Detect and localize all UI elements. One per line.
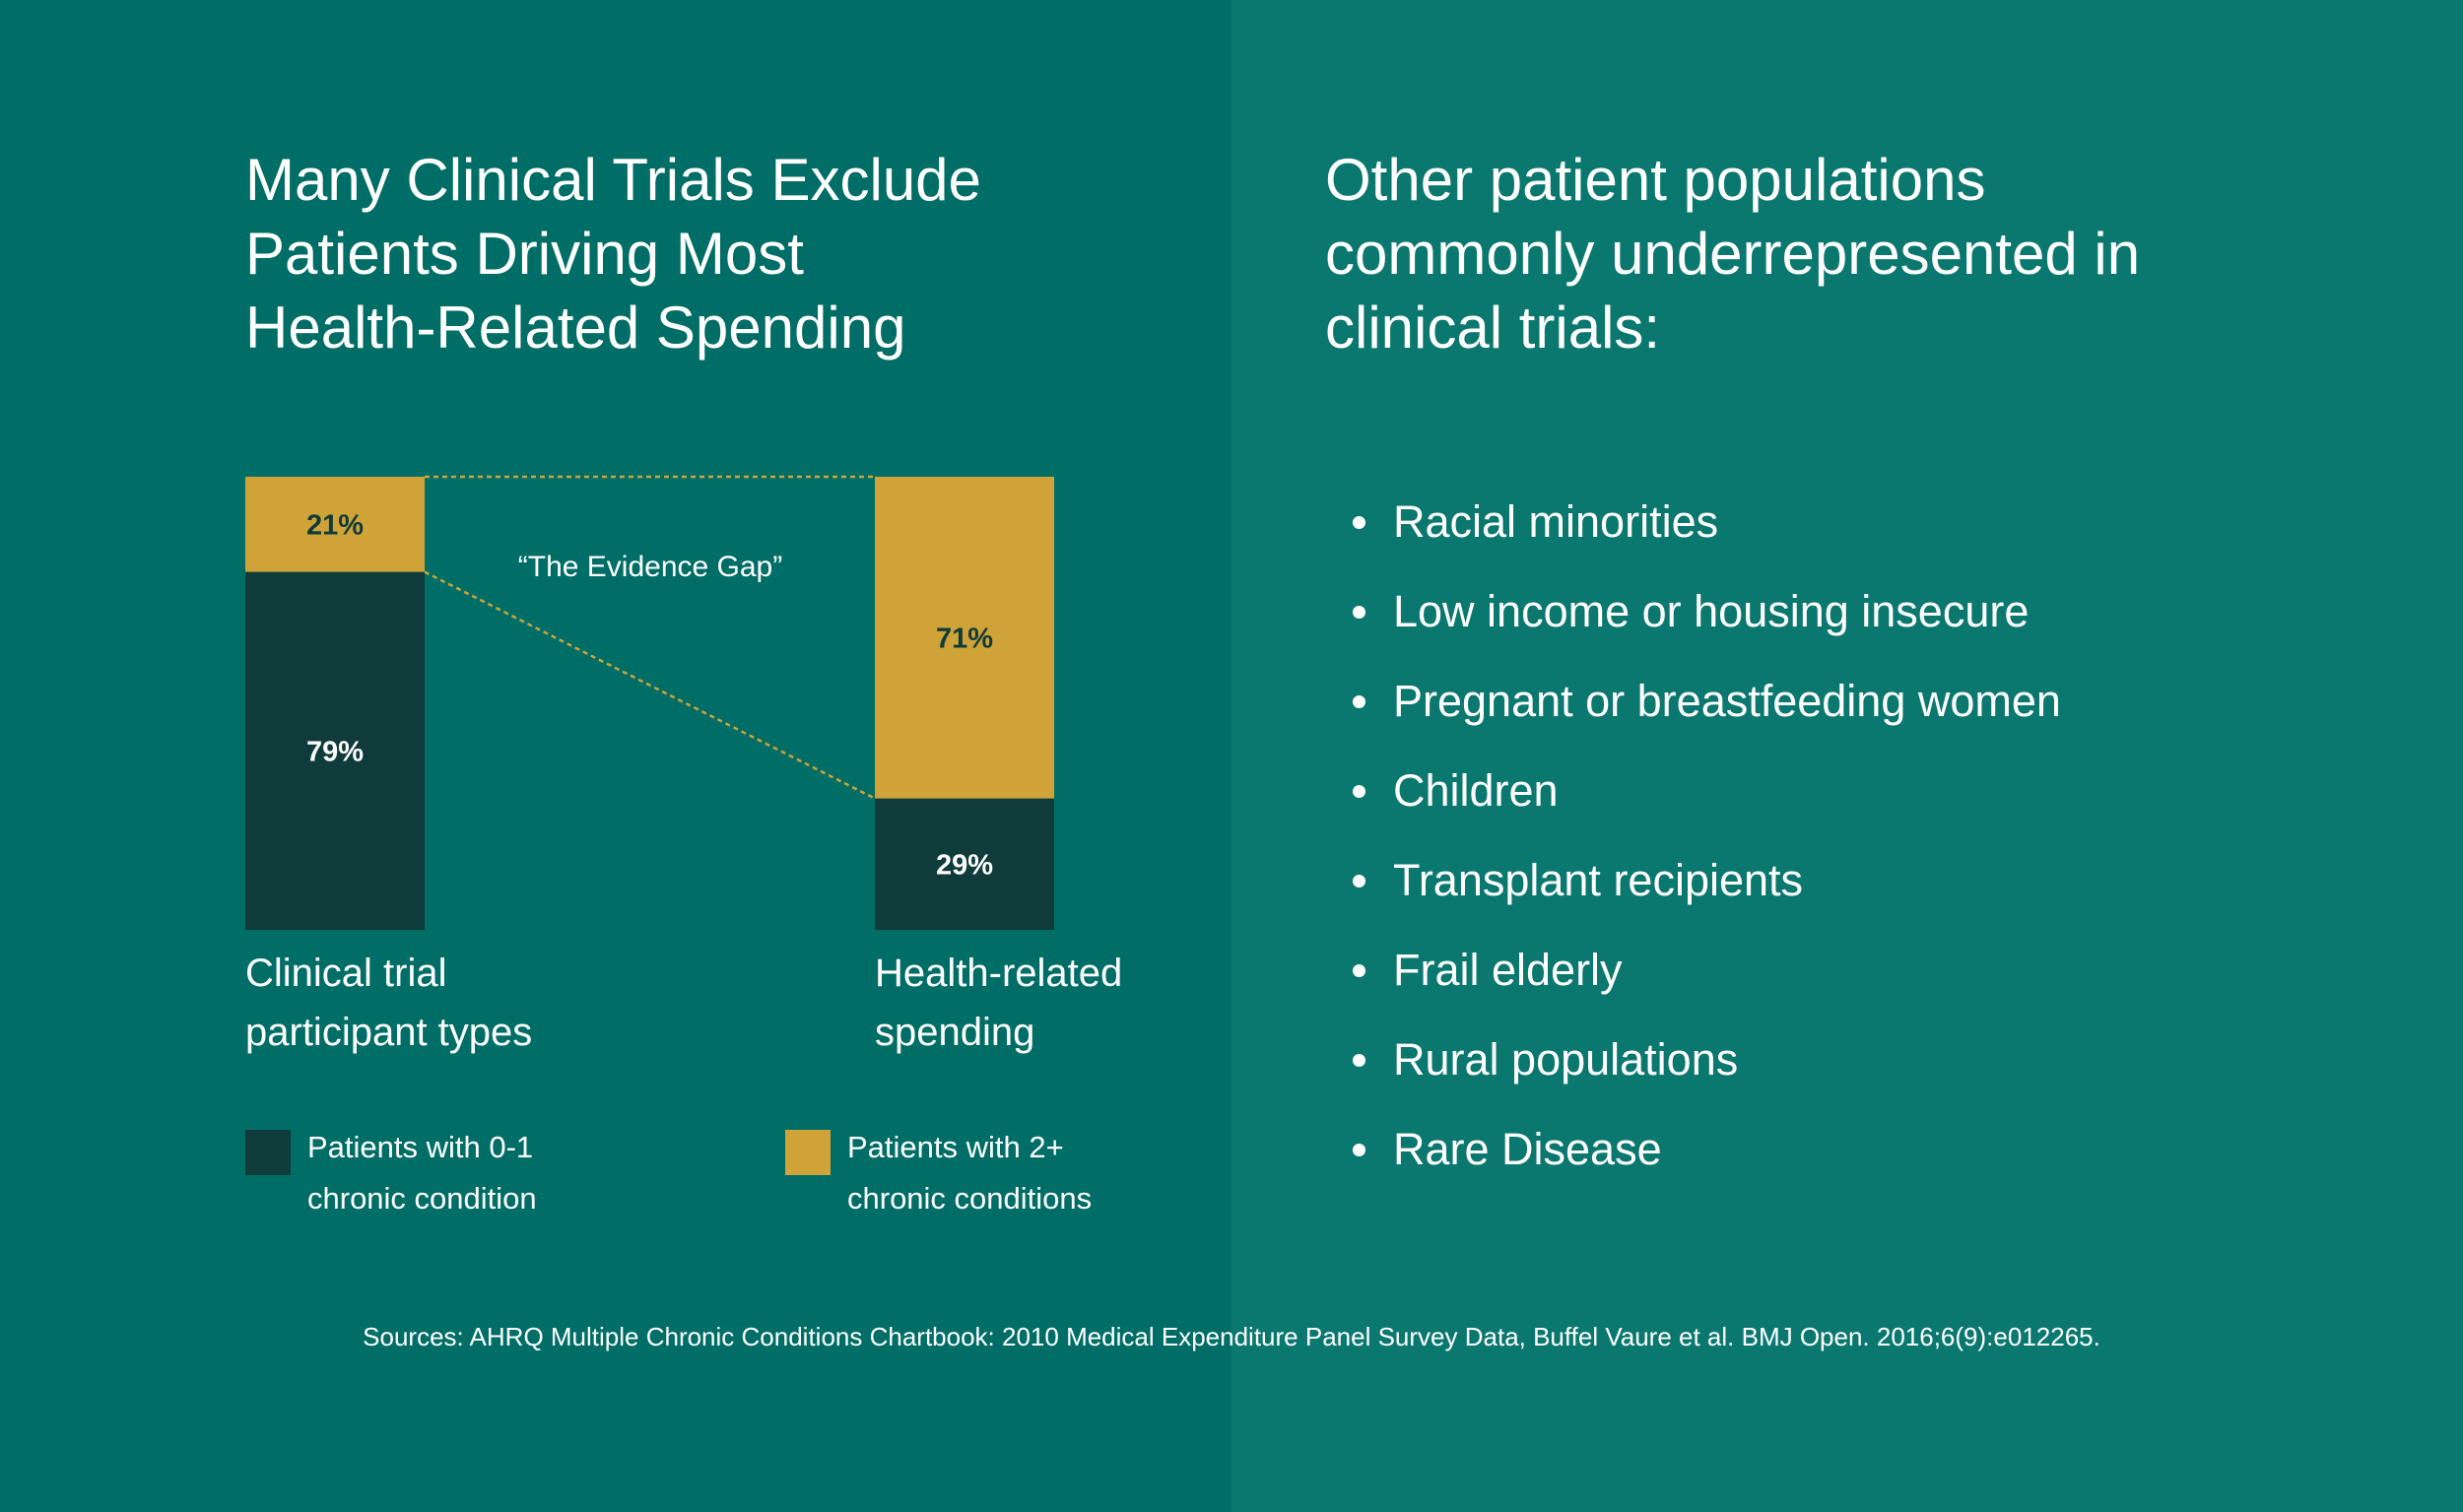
bullet-icon <box>1353 516 1365 529</box>
list-item: Rural populations <box>1350 1027 2061 1117</box>
bullet-icon <box>1353 1054 1365 1067</box>
bullet-icon <box>1353 964 1365 977</box>
list-item: Transplant recipients <box>1350 848 2061 938</box>
legend-label-0-1-conditions: Patients with 0-1 chronic condition <box>307 1130 537 1216</box>
category-label-spending: Health-related spending <box>875 952 1123 1054</box>
legend-swatch-gold <box>785 1130 831 1175</box>
chart-title: Many Clinical Trials Exclude Patients Dr… <box>245 147 981 361</box>
list-item: Frail elderly <box>1350 938 2061 1027</box>
bar-value-label: 71% <box>936 623 993 654</box>
bullet-icon <box>1353 1144 1365 1156</box>
bullet-icon <box>1353 875 1365 887</box>
list-item-label: Frail elderly <box>1393 945 1623 995</box>
list-item: Children <box>1350 758 2061 848</box>
bullet-icon <box>1353 606 1365 619</box>
category-label-trial: Clinical trial participant types <box>245 952 533 1054</box>
list-item-label: Pregnant or breastfeeding women <box>1393 676 2061 726</box>
stacked-bar-chart: 79% 21% 29% 71% “The Evidence Gap” <box>245 475 1054 930</box>
bullet-icon <box>1353 785 1365 798</box>
bullet-icon <box>1353 695 1365 708</box>
legend-label-2-plus-conditions: Patients with 2+ chronic conditions <box>847 1130 1093 1216</box>
underrepresented-title: Other patient populations commonly under… <box>1325 147 2141 361</box>
bar-segment-dark-1 <box>875 798 1054 930</box>
list-item: Rare Disease <box>1350 1117 2061 1207</box>
list-item: Low income or housing insecure <box>1350 579 2061 669</box>
bar-segment-gold-0 <box>245 477 425 572</box>
list-item-label: Children <box>1393 765 1559 816</box>
legend-item-2-plus-conditions: Patients with 2+ chronic conditions <box>785 1128 1202 1224</box>
connector-boundary-line <box>424 570 876 800</box>
bar-segment-gold-1 <box>875 477 1054 799</box>
right-panel <box>1232 0 2463 1512</box>
evidence-gap-annotation: “The Evidence Gap” <box>518 551 782 583</box>
list-item-label: Low income or housing insecure <box>1393 586 2030 636</box>
bar-value-label: 79% <box>306 736 364 767</box>
bar-value-label: 21% <box>306 509 364 541</box>
list-item-label: Racial minorities <box>1393 496 1719 547</box>
list-item: Pregnant or breastfeeding women <box>1350 669 2061 758</box>
legend-item-0-1-conditions: Patients with 0-1 chronic condition <box>245 1128 662 1224</box>
bar-value-label: 29% <box>936 849 993 881</box>
sources-footnote: Sources: AHRQ Multiple Chronic Condition… <box>363 1322 2100 1351</box>
list-item-label: Transplant recipients <box>1393 855 1804 905</box>
underrepresented-list: Racial minorities Low income or housing … <box>1350 490 2061 1207</box>
list-item-label: Rural populations <box>1393 1034 1739 1085</box>
list-item: Racial minorities <box>1350 490 2061 579</box>
legend-swatch-dark <box>245 1130 291 1175</box>
bar-segment-dark-0 <box>245 571 425 930</box>
list-item-label: Rare Disease <box>1393 1124 1662 1174</box>
